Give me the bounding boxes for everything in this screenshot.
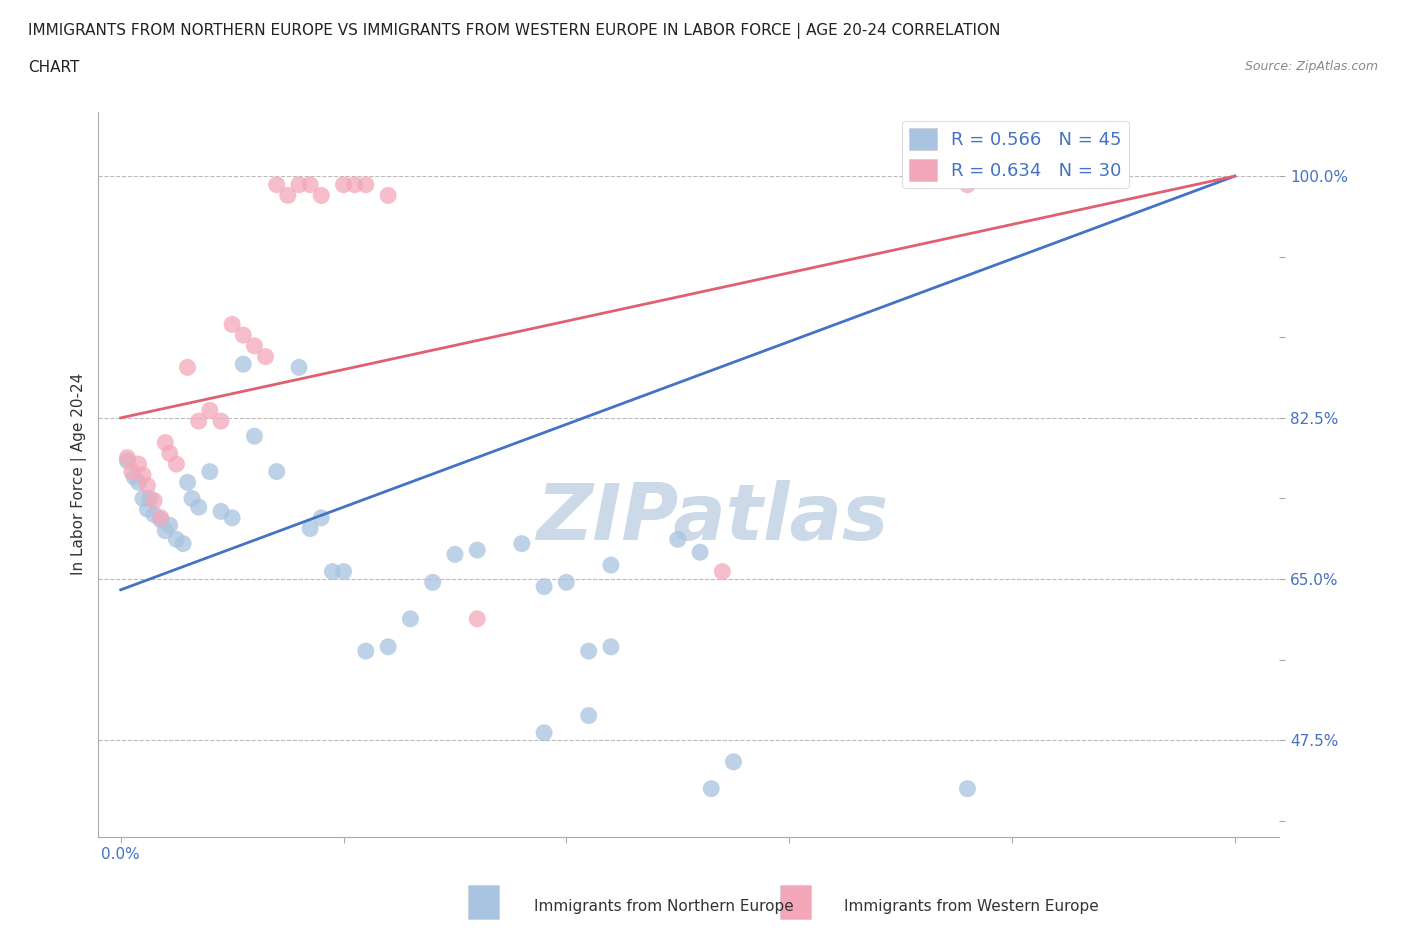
Point <box>309 188 332 203</box>
Point <box>159 518 181 533</box>
Point <box>128 457 150 472</box>
Point <box>221 317 243 332</box>
Point <box>176 475 198 490</box>
Point <box>711 565 734 579</box>
Text: Immigrants from Northern Europe: Immigrants from Northern Europe <box>534 899 794 914</box>
Point <box>399 611 422 626</box>
Point <box>600 639 623 654</box>
Point <box>132 468 155 483</box>
Point <box>165 532 187 547</box>
Point <box>198 403 221 418</box>
Point <box>232 357 254 372</box>
Point <box>510 537 533 551</box>
Point <box>578 708 600 723</box>
Point <box>136 478 159 493</box>
Point <box>198 464 221 479</box>
Point <box>555 575 578 590</box>
Point <box>155 435 177 450</box>
Point <box>232 327 254 342</box>
Point <box>288 178 311 193</box>
Legend: R = 0.566   N = 45, R = 0.634   N = 30: R = 0.566 N = 45, R = 0.634 N = 30 <box>903 121 1129 188</box>
Text: CHART: CHART <box>28 60 80 75</box>
Text: Immigrants from Western Europe: Immigrants from Western Europe <box>844 899 1098 914</box>
Point <box>176 360 198 375</box>
Point <box>299 178 322 193</box>
FancyBboxPatch shape <box>780 885 811 919</box>
Point <box>155 524 177 538</box>
FancyBboxPatch shape <box>468 885 499 919</box>
Point <box>444 547 467 562</box>
Point <box>666 532 689 547</box>
Point <box>956 178 979 193</box>
Point <box>187 499 209 514</box>
Point <box>422 575 444 590</box>
Point <box>149 512 172 527</box>
Point <box>159 445 181 460</box>
Point <box>122 470 145 485</box>
Point <box>138 491 160 506</box>
Text: Source: ZipAtlas.com: Source: ZipAtlas.com <box>1244 60 1378 73</box>
Point <box>117 450 139 465</box>
Point <box>700 781 723 796</box>
Point <box>149 511 172 525</box>
Point <box>266 464 288 479</box>
Point <box>288 360 311 375</box>
Point <box>254 349 277 364</box>
Point <box>143 493 166 508</box>
Point <box>723 754 745 769</box>
Point <box>465 542 488 557</box>
Point <box>172 537 194 551</box>
Point <box>187 414 209 429</box>
Point <box>128 475 150 490</box>
Point <box>332 178 354 193</box>
Point <box>121 464 143 479</box>
Y-axis label: In Labor Force | Age 20-24: In Labor Force | Age 20-24 <box>72 373 87 576</box>
Point <box>132 491 155 506</box>
Point <box>309 511 332 525</box>
Point <box>321 565 343 579</box>
Point <box>377 188 399 203</box>
Point <box>956 781 979 796</box>
Point <box>136 502 159 517</box>
Point <box>533 725 555 740</box>
Point <box>533 579 555 594</box>
Point <box>377 639 399 654</box>
Point <box>165 457 187 472</box>
Point <box>209 504 232 519</box>
Point <box>181 491 204 506</box>
Point <box>578 644 600 658</box>
Point <box>117 454 139 469</box>
Point <box>343 178 366 193</box>
Point <box>689 545 711 560</box>
Point <box>354 178 377 193</box>
Text: IMMIGRANTS FROM NORTHERN EUROPE VS IMMIGRANTS FROM WESTERN EUROPE IN LABOR FORCE: IMMIGRANTS FROM NORTHERN EUROPE VS IMMIG… <box>28 23 1001 39</box>
Point <box>266 178 288 193</box>
Point <box>354 644 377 658</box>
Point <box>243 429 266 444</box>
Point <box>209 414 232 429</box>
Point <box>143 507 166 522</box>
Point <box>299 521 322 536</box>
Text: ZIPatlas: ZIPatlas <box>537 480 889 556</box>
Point <box>332 565 354 579</box>
Point <box>243 339 266 353</box>
Point <box>600 558 623 573</box>
Point <box>277 188 299 203</box>
Point <box>465 611 488 626</box>
Point <box>221 511 243 525</box>
